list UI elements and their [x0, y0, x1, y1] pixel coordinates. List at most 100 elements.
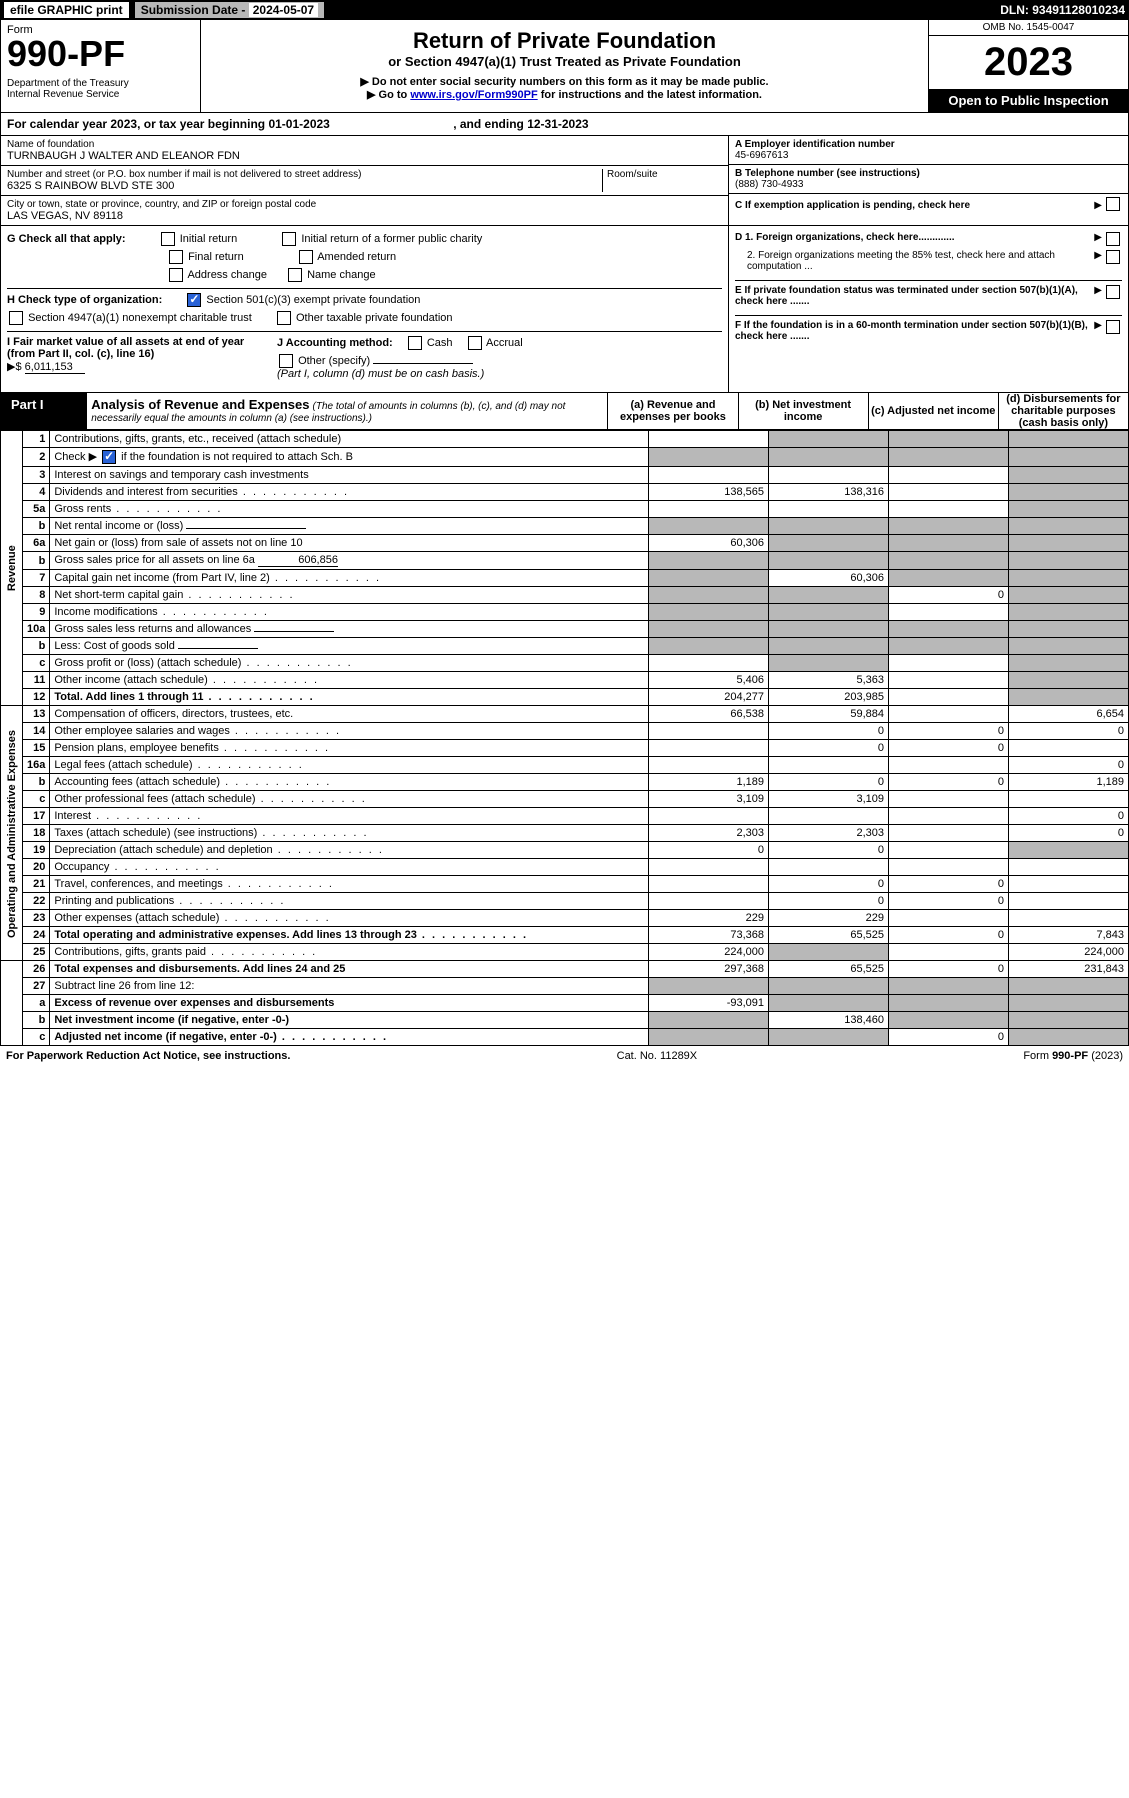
table-row: 17Interest0 — [1, 808, 1129, 825]
form-subtitle: or Section 4947(a)(1) Trust Treated as P… — [209, 54, 920, 69]
header-right: OMB No. 1545-0047 2023 Open to Public In… — [928, 20, 1128, 112]
f-checkbox[interactable] — [1106, 320, 1120, 334]
dln: DLN: 93491128010234 — [1000, 3, 1125, 17]
address-cell: Number and street (or P.O. box number if… — [1, 166, 728, 196]
table-row: bNet investment income (if negative, ent… — [1, 1012, 1129, 1029]
g-initial-checkbox[interactable] — [161, 232, 175, 246]
6b-value: 606,856 — [258, 554, 338, 567]
city-cell: City or town, state or province, country… — [1, 196, 728, 225]
entity-right: A Employer identification number 45-6967… — [728, 136, 1128, 225]
i-j-row: I Fair market value of all assets at end… — [7, 331, 722, 380]
table-row: bGross sales price for all assets on lin… — [1, 552, 1129, 570]
room-suite-cell: Room/suite — [602, 169, 722, 192]
j-accrual-checkbox[interactable] — [468, 336, 482, 350]
part-description: Analysis of Revenue and Expenses (The to… — [87, 393, 608, 430]
arrow-icon — [1094, 320, 1104, 342]
efile-badge: efile GRAPHIC print — [4, 2, 129, 18]
table-row: 19Depreciation (attach schedule) and dep… — [1, 842, 1129, 859]
table-row: cAdjusted net income (if negative, enter… — [1, 1029, 1129, 1046]
arrow-icon — [1094, 232, 1104, 246]
table-row: 18Taxes (attach schedule) (see instructi… — [1, 825, 1129, 842]
header-left: Form 990-PF Department of the Treasury I… — [1, 20, 201, 112]
table-row: 9Income modifications — [1, 604, 1129, 621]
footer-left: For Paperwork Reduction Act Notice, see … — [6, 1050, 290, 1062]
table-row: bLess: Cost of goods sold — [1, 638, 1129, 655]
table-row: aExcess of revenue over expenses and dis… — [1, 995, 1129, 1012]
form990pf-link[interactable]: www.irs.gov/Form990PF — [410, 89, 537, 101]
g-initial-former-checkbox[interactable] — [282, 232, 296, 246]
open-public-badge: Open to Public Inspection — [929, 89, 1128, 112]
ein-cell: A Employer identification number 45-6967… — [729, 136, 1128, 165]
j-other-input[interactable] — [373, 363, 473, 364]
entity-left: Name of foundation TURNBAUGH J WALTER AN… — [1, 136, 728, 225]
table-row: 5aGross rents — [1, 501, 1129, 518]
form-title: Return of Private Foundation — [209, 28, 920, 54]
line2-checkbox[interactable] — [102, 450, 116, 464]
d2-checkbox[interactable] — [1106, 250, 1120, 264]
c-checkbox[interactable] — [1106, 197, 1120, 211]
footer-mid: Cat. No. 11289X — [617, 1050, 698, 1062]
submission-badge: Submission Date - 2024-05-07 — [135, 2, 324, 18]
g-address-change-checkbox[interactable] — [169, 268, 183, 282]
d1-checkbox[interactable] — [1106, 232, 1120, 246]
g-final-checkbox[interactable] — [169, 250, 183, 264]
table-row: 20Occupancy — [1, 859, 1129, 876]
expenses-side-label: Operating and Administrative Expenses — [1, 706, 23, 961]
table-row: 6aNet gain or (loss) from sale of assets… — [1, 535, 1129, 552]
h-501c3-checkbox[interactable] — [187, 293, 201, 307]
g-row: G Check all that apply: Initial return I… — [7, 232, 722, 282]
header-mid: Return of Private Foundation or Section … — [201, 20, 928, 112]
table-row: bNet rental income or (loss) — [1, 518, 1129, 535]
10b-input[interactable] — [178, 648, 258, 649]
h-other-taxable-checkbox[interactable] — [277, 311, 291, 325]
table-row: Operating and Administrative Expenses 13… — [1, 706, 1129, 723]
header-instruction-2: ▶ Go to www.irs.gov/Form990PF for instru… — [209, 88, 920, 101]
check-section: G Check all that apply: Initial return I… — [0, 226, 1129, 393]
j-cash-checkbox[interactable] — [408, 336, 422, 350]
tax-year: 2023 — [929, 36, 1128, 89]
table-row: 24Total operating and administrative exp… — [1, 927, 1129, 944]
table-row: 25Contributions, gifts, grants paid224,0… — [1, 944, 1129, 961]
table-row: 2 Check ▶ if the foundation is not requi… — [1, 448, 1129, 467]
table-row: 23Other expenses (attach schedule)229229 — [1, 910, 1129, 927]
table-row: 16aLegal fees (attach schedule)0 — [1, 757, 1129, 774]
10a-input[interactable] — [254, 631, 334, 632]
arrow-icon — [1094, 200, 1104, 211]
e-checkbox[interactable] — [1106, 285, 1120, 299]
arrow-icon — [1094, 285, 1104, 307]
part1-header-table: Part I Analysis of Revenue and Expenses … — [0, 393, 1129, 430]
top-bar: efile GRAPHIC print Submission Date - 20… — [0, 0, 1129, 20]
fmv-value: 6,011,153 — [25, 361, 85, 374]
5b-input[interactable] — [186, 528, 306, 529]
table-row: Revenue 1Contributions, gifts, grants, e… — [1, 431, 1129, 448]
table-row: 14Other employee salaries and wages000 — [1, 723, 1129, 740]
revenue-side-label: Revenue — [1, 431, 23, 706]
col-b-header: (b) Net investment income — [738, 393, 868, 430]
page-footer: For Paperwork Reduction Act Notice, see … — [0, 1046, 1129, 1066]
g-amended-checkbox[interactable] — [299, 250, 313, 264]
telephone-cell: B Telephone number (see instructions) (8… — [729, 165, 1128, 194]
calendar-year-row: For calendar year 2023, or tax year begi… — [0, 113, 1129, 136]
table-row: 3Interest on savings and temporary cash … — [1, 467, 1129, 484]
department-text: Department of the Treasury Internal Reve… — [7, 78, 194, 100]
main-table: Revenue 1Contributions, gifts, grants, e… — [0, 430, 1129, 1046]
table-row: 4Dividends and interest from securities1… — [1, 484, 1129, 501]
table-row: 22Printing and publications00 — [1, 893, 1129, 910]
table-row: cOther professional fees (attach schedul… — [1, 791, 1129, 808]
table-row: 26Total expenses and disbursements. Add … — [1, 961, 1129, 978]
col-d-header: (d) Disbursements for charitable purpose… — [998, 393, 1128, 430]
table-row: 27Subtract line 26 from line 12: — [1, 978, 1129, 995]
j-other-checkbox[interactable] — [279, 354, 293, 368]
omb-number: OMB No. 1545-0047 — [929, 20, 1128, 36]
col-a-header: (a) Revenue and expenses per books — [608, 393, 738, 430]
footer-right: Form 990-PF (2023) — [1023, 1050, 1123, 1062]
table-row: bAccounting fees (attach schedule)1,1890… — [1, 774, 1129, 791]
table-row: 11Other income (attach schedule)5,4065,3… — [1, 672, 1129, 689]
form-number: 990-PF — [7, 36, 194, 72]
check-left: G Check all that apply: Initial return I… — [1, 226, 728, 392]
table-row: 8Net short-term capital gain0 — [1, 587, 1129, 604]
h-4947-checkbox[interactable] — [9, 311, 23, 325]
part-label: Part I — [1, 393, 88, 430]
g-name-change-checkbox[interactable] — [288, 268, 302, 282]
table-row: cGross profit or (loss) (attach schedule… — [1, 655, 1129, 672]
